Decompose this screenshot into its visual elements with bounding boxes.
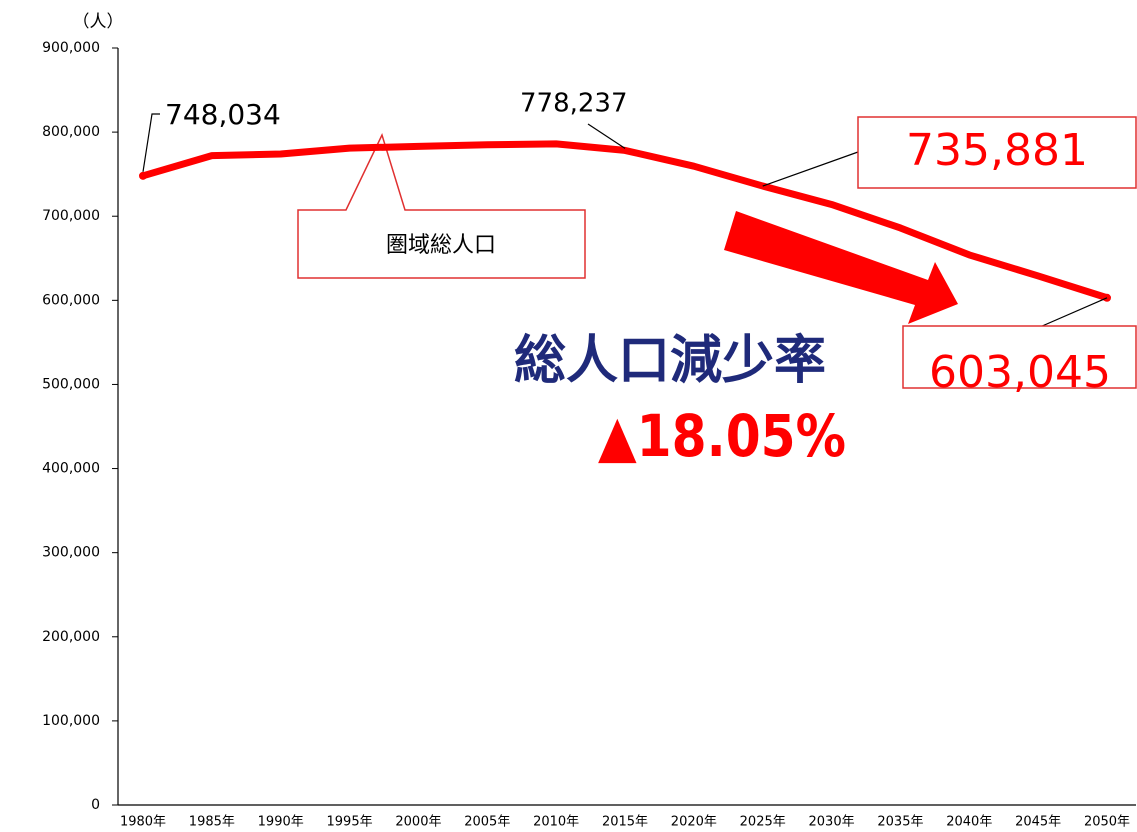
x-tick-label: 2030年 bbox=[809, 815, 855, 830]
series-callout: 圏域総人口 bbox=[386, 233, 496, 258]
y-tick-label: 200,000 bbox=[42, 629, 100, 645]
series-callout-box bbox=[297, 132, 586, 279]
value-label: 778,237 bbox=[520, 89, 628, 119]
x-tick-label: 1980年 bbox=[120, 815, 166, 830]
label-box bbox=[857, 116, 1137, 189]
rate: ▲18.05% bbox=[598, 402, 846, 470]
y-tick-label: 500,000 bbox=[42, 376, 100, 392]
y-tick-label: 100,000 bbox=[42, 713, 100, 729]
x-tick-label: 2025年 bbox=[740, 815, 786, 830]
x-tick-label: 2050年 bbox=[1084, 815, 1130, 830]
x-tick-label: 2040年 bbox=[946, 815, 992, 830]
x-tick-label: 1995年 bbox=[327, 815, 373, 830]
x-tick-label: 2020年 bbox=[671, 815, 717, 830]
y-tick-label: 0 bbox=[91, 797, 100, 813]
label-leader bbox=[1032, 297, 1108, 331]
x-tick-label: 1990年 bbox=[258, 815, 304, 830]
label-leader bbox=[587, 123, 626, 149]
x-tick-label: 2035年 bbox=[877, 815, 923, 830]
y-tick-label: 900,000 bbox=[42, 40, 100, 56]
label-leader bbox=[142, 113, 160, 172]
x-tick-label: 2005年 bbox=[464, 815, 510, 830]
x-tick-label: 1985年 bbox=[189, 815, 235, 830]
headline: 総人口減少率 bbox=[514, 331, 826, 391]
y-tick-label: 600,000 bbox=[42, 292, 100, 308]
y-unit: （人） bbox=[73, 12, 124, 32]
value-label: 748,034 bbox=[165, 98, 281, 131]
value-label: 603,045 bbox=[929, 347, 1111, 398]
trend-arrow bbox=[724, 211, 958, 324]
end-marker bbox=[139, 171, 147, 180]
x-tick-label: 2015年 bbox=[602, 815, 648, 830]
y-tick-label: 800,000 bbox=[42, 124, 100, 140]
y-tick-label: 400,000 bbox=[42, 461, 100, 477]
y-tick-label: 700,000 bbox=[42, 208, 100, 224]
x-tick-label: 2010年 bbox=[533, 815, 579, 830]
x-tick-label: 2000年 bbox=[395, 815, 441, 830]
label-leader bbox=[762, 151, 859, 187]
y-tick-label: 300,000 bbox=[42, 545, 100, 561]
label-box bbox=[902, 325, 1137, 389]
series-line bbox=[142, 140, 1109, 302]
x-tick-label: 2045年 bbox=[1015, 815, 1061, 830]
value-label: 735,881 bbox=[906, 125, 1088, 176]
